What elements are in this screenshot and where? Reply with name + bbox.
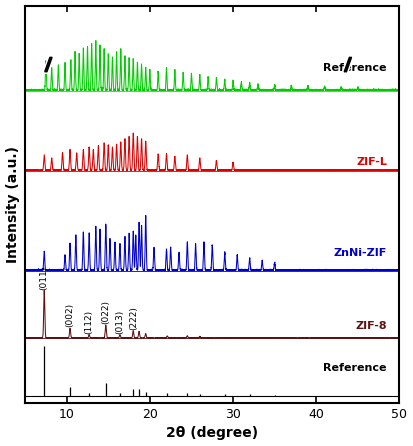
Text: (112): (112) <box>85 310 94 334</box>
Text: (011): (011) <box>40 265 49 289</box>
Text: Reference: Reference <box>323 63 387 73</box>
Text: Reference: Reference <box>323 363 387 373</box>
Text: (022): (022) <box>101 300 110 324</box>
Text: (222): (222) <box>129 306 138 330</box>
Text: (013): (013) <box>116 310 124 334</box>
Text: (002): (002) <box>66 303 74 327</box>
X-axis label: 2θ (degree): 2θ (degree) <box>166 426 259 441</box>
Text: ZnNi-ZIF: ZnNi-ZIF <box>334 248 387 258</box>
Text: ZIF-L: ZIF-L <box>356 157 387 166</box>
Text: ZIF-8: ZIF-8 <box>355 321 387 330</box>
Y-axis label: Intensity (a.u.): Intensity (a.u.) <box>5 146 19 263</box>
